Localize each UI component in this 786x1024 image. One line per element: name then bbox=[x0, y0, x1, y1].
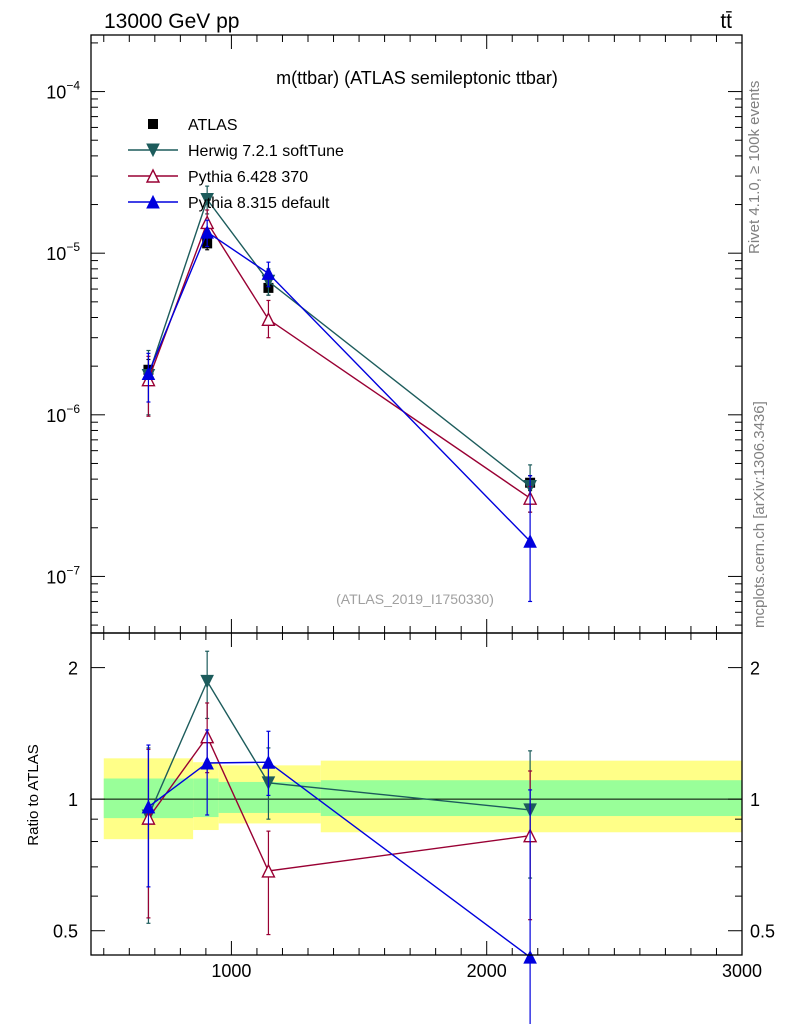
main-point-pythia-6-428-370 bbox=[261, 311, 276, 326]
legend-marker-pythia-6-428-370 bbox=[145, 168, 161, 183]
legend: ATLAS Herwig 7.2.1 softTune Pythia 6.428 3… bbox=[128, 117, 344, 212]
main-plot-marks bbox=[141, 185, 538, 603]
ratio-point-pythia-8-315-default bbox=[523, 950, 537, 964]
main-line-pythia-8-315-default bbox=[147, 231, 531, 542]
main-line-herwig-7-2-1-softtune bbox=[147, 198, 531, 488]
analysis-watermark: (ATLAS_2019_I1750330) bbox=[336, 591, 494, 607]
ratio-y-tick-label-right: 0.5 bbox=[750, 922, 775, 942]
ratio-y-tick-label-right: 2 bbox=[750, 659, 760, 679]
ratio-axis-label: Ratio to ATLAS bbox=[25, 744, 42, 845]
main-plot-title: m(ttbar) (ATLAS semileptonic ttbar) bbox=[276, 68, 558, 88]
ratio-point-pythia-8-315-default bbox=[261, 755, 276, 769]
legend-marker-herwig-7-2-1-softtune bbox=[146, 143, 160, 158]
main-y-tick-label: 10−5 bbox=[46, 240, 80, 264]
ratio-y-tick-label: 2 bbox=[68, 659, 78, 679]
x-tick-label: 1000 bbox=[211, 961, 251, 981]
main-y-tick-label: 10−6 bbox=[46, 402, 80, 426]
x-tick-label: 3000 bbox=[722, 961, 762, 981]
legend-label-pythia-8-315-default: Pythia 8.315 default bbox=[188, 195, 330, 212]
ratio-plot-axes: 1000 2000 3000 0.5 0.5 1 1 2 2 bbox=[53, 632, 775, 981]
ratio-line-pythia-8-315-default bbox=[147, 761, 531, 958]
x-tick-label: 2000 bbox=[467, 961, 507, 981]
legend-label-atlas: ATLAS bbox=[188, 117, 238, 134]
main-point-pythia-8-315-default bbox=[141, 366, 156, 381]
main-point-pythia-8-315-default bbox=[261, 266, 276, 280]
rivet-version-label: Rivet 4.1.0, ≥ 100k events bbox=[746, 81, 763, 254]
ratio-band-green bbox=[193, 778, 219, 818]
main-point-pythia-8-315-default bbox=[200, 225, 214, 239]
main-y-tick-label: 10−7 bbox=[46, 563, 80, 587]
ratio-line-pythia-6-428-370 bbox=[147, 735, 531, 872]
main-point-herwig-7-2-1-softtune bbox=[200, 192, 214, 207]
legend-label-herwig-7-2-1-softtune: Herwig 7.2.1 softTune bbox=[188, 143, 344, 160]
process-label: tt̄ bbox=[720, 10, 732, 33]
main-line-pythia-6-428-370 bbox=[147, 220, 531, 499]
energy-label: 13000 GeV pp bbox=[104, 10, 239, 33]
ratio-y-tick-label: 1 bbox=[68, 790, 78, 810]
ratio-plot-marks bbox=[141, 650, 538, 1024]
ratio-point-pythia-6-428-370 bbox=[261, 863, 276, 878]
main-y-tick-label: 10−4 bbox=[46, 79, 80, 103]
legend-label-pythia-6-428-370: Pythia 6.428 370 bbox=[188, 169, 308, 186]
ratio-point-pythia-8-315-default bbox=[200, 755, 214, 770]
ratio-frame bbox=[90, 632, 743, 956]
main-point-pythia-8-315-default bbox=[523, 534, 537, 548]
ratio-line-herwig-7-2-1-softtune bbox=[147, 679, 531, 817]
mcplots-label: mcplots.cern.ch [arXiv:1306.3436] bbox=[751, 401, 768, 628]
ratio-y-tick-label-right: 1 bbox=[750, 790, 760, 810]
ratio-point-pythia-8-315-default bbox=[141, 799, 156, 814]
legend-marker-pythia-8-315-default bbox=[146, 194, 160, 209]
ratio-point-herwig-7-2-1-softtune bbox=[200, 674, 214, 689]
legend-marker-atlas bbox=[148, 119, 158, 129]
ratio-y-tick-label: 0.5 bbox=[53, 922, 78, 942]
